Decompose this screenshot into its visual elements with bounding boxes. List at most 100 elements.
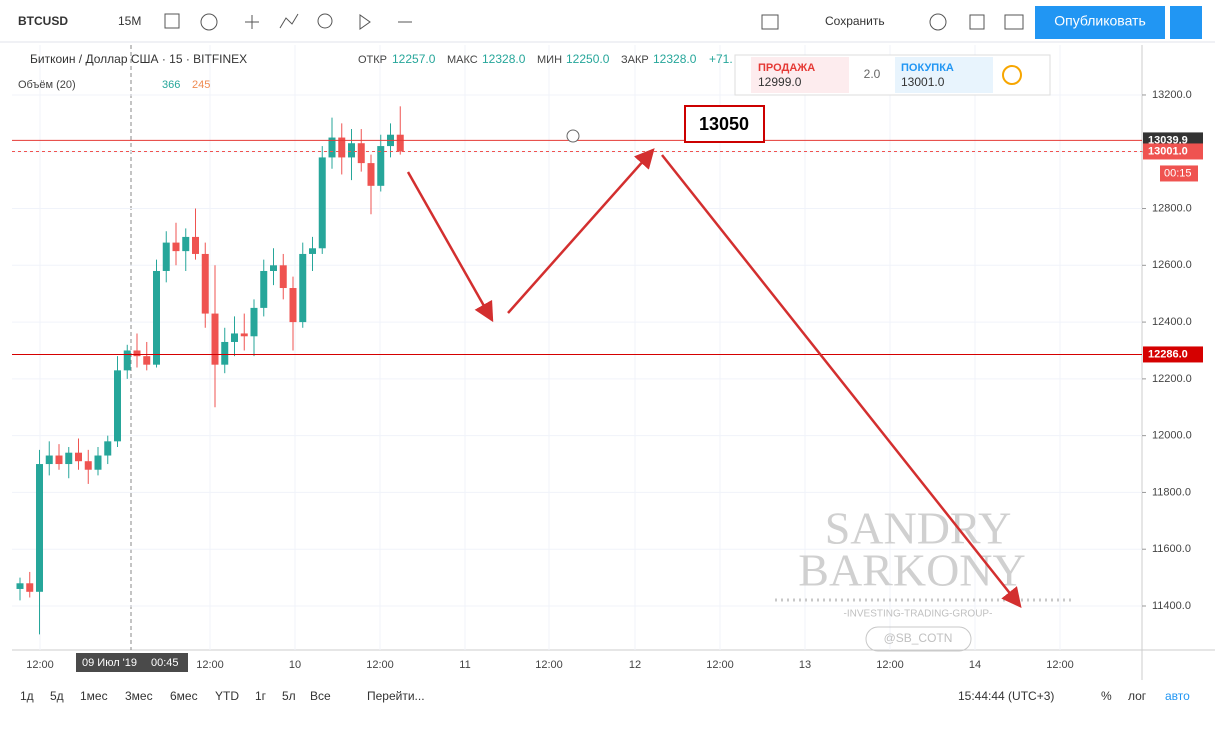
line-handle[interactable] <box>566 129 580 143</box>
interval[interactable]: 15М <box>118 14 141 28</box>
x-tick-label: 12:00 <box>1046 659 1074 671</box>
price-label: 13039.9 <box>1148 134 1188 146</box>
candle-body <box>231 333 238 342</box>
candle-body <box>192 236 199 254</box>
price-label-bg <box>1143 346 1203 363</box>
annotation: 13050 <box>699 114 749 134</box>
info-icon[interactable] <box>1002 65 1022 85</box>
y-tick-label: 12200.0 <box>1152 373 1192 385</box>
candle-body <box>221 341 229 365</box>
watermark-line2: BARKONY <box>798 545 1025 596</box>
annotation-box <box>684 105 765 143</box>
x-tick-label: 11 <box>459 659 470 671</box>
candle-body <box>348 143 355 158</box>
candle-body <box>289 288 297 323</box>
volume-up: 366 <box>162 79 180 91</box>
candle-body <box>309 248 316 254</box>
candle-body <box>55 455 63 465</box>
candle-body <box>153 270 160 365</box>
toolbar-icons <box>164 13 1024 31</box>
y-tick-label: 11600.0 <box>1152 543 1191 555</box>
candle-body <box>75 452 82 462</box>
candle-body <box>338 137 346 158</box>
candle-body <box>240 333 248 337</box>
clock: 15:44:44 (UTC+3) <box>958 689 1054 703</box>
watermark-line1: SANDRY <box>825 503 1012 554</box>
x-tick-label: 14 <box>969 659 981 671</box>
candle-body <box>16 583 24 589</box>
watermark-lines <box>775 598 1075 652</box>
candle-body <box>377 146 385 186</box>
crosshair-time: 00:45 <box>151 657 179 669</box>
percent-toggle[interactable]: % <box>1101 689 1112 703</box>
candle-body <box>367 163 375 186</box>
candle-body <box>299 253 307 323</box>
save-button[interactable]: Сохранить <box>825 14 885 28</box>
range-button[interactable]: 5д <box>50 689 64 703</box>
range-button[interactable]: 1г <box>255 689 267 703</box>
x-tick-label: 12:00 <box>196 659 224 671</box>
buy-price[interactable]: 13001.0 <box>901 75 945 89</box>
range-button[interactable]: 6мес <box>170 689 198 703</box>
range-button[interactable]: YTD <box>215 689 239 703</box>
sell-price[interactable]: 12999.0 <box>758 75 802 89</box>
y-tick-label: 11800.0 <box>1152 486 1191 498</box>
legend-change: +71. <box>709 52 733 66</box>
candle-body <box>279 265 287 289</box>
buy-label[interactable]: ПОКУПКА <box>901 62 954 74</box>
price-label-bg <box>1143 143 1203 160</box>
watermark-tagline: -INVESTING-TRADING-GROUP- <box>844 609 993 620</box>
sell-label[interactable]: ПРОДАЖА <box>758 62 815 74</box>
candle-body <box>328 137 336 158</box>
goto-button[interactable]: Перейти... <box>367 689 425 703</box>
y-tick-label: 13200.0 <box>1152 89 1192 101</box>
candle-body <box>114 370 121 442</box>
candle-body <box>65 452 73 465</box>
arrows <box>406 148 1022 608</box>
candle-body <box>250 307 258 337</box>
y-tick-label: 11400.0 <box>1152 600 1191 612</box>
candle-body <box>396 134 404 152</box>
volume-down: 245 <box>192 79 210 91</box>
y-tick-label: 12000.0 <box>1152 430 1192 442</box>
candle-body <box>143 356 151 365</box>
volume-label: Объём (20) <box>18 79 76 91</box>
publish-menu[interactable] <box>1170 6 1202 39</box>
bottom-bar: 1д 5д 1мес 3мес 6мес YTD 1г 5л Все Перейти... <box>20 689 425 703</box>
symbol[interactable]: BTCUSD <box>18 14 68 28</box>
legend-close-label: ЗАКР <box>621 54 649 66</box>
legend-high-label: МАКС <box>447 54 478 66</box>
x-tick-label: 12:00 <box>706 659 734 671</box>
watermark-handle: @SB_COTN <box>884 631 953 645</box>
timer-bg <box>1160 165 1198 182</box>
candle-body <box>270 265 277 271</box>
range-button[interactable]: 1мес <box>80 689 108 703</box>
x-tick-label: 10 <box>289 659 301 671</box>
buy-button[interactable] <box>895 57 993 93</box>
price-label: 12286.0 <box>1148 348 1188 360</box>
auto-toggle[interactable]: авто <box>1165 689 1190 703</box>
candle-body <box>104 441 112 456</box>
range-button[interactable]: Все <box>310 689 331 703</box>
candle-body <box>211 313 219 365</box>
range-button[interactable]: 3мес <box>125 689 153 703</box>
legend-title: Биткоин / Доллар США · 15 · BITFINEX <box>30 52 247 66</box>
toolbar <box>0 0 1215 42</box>
publish-button-bg[interactable] <box>1035 6 1165 39</box>
x-tick-label: 12 <box>629 659 641 671</box>
crosshair-time-box <box>76 653 188 672</box>
x-tick-label: 12:00 <box>876 659 904 671</box>
publish-button[interactable]: Опубликовать <box>1054 13 1146 29</box>
timer: 00:15 <box>1164 167 1192 179</box>
sell-button[interactable] <box>751 57 849 93</box>
range-button[interactable]: 1д <box>20 689 34 703</box>
x-tick-label: 12:00 <box>535 659 563 671</box>
candle-body <box>26 583 34 592</box>
candle-body <box>162 242 170 271</box>
candle-body <box>182 236 190 252</box>
legend-low: 12250.0 <box>566 52 610 66</box>
log-toggle[interactable]: лог <box>1128 689 1147 703</box>
range-button[interactable]: 5л <box>282 689 296 703</box>
